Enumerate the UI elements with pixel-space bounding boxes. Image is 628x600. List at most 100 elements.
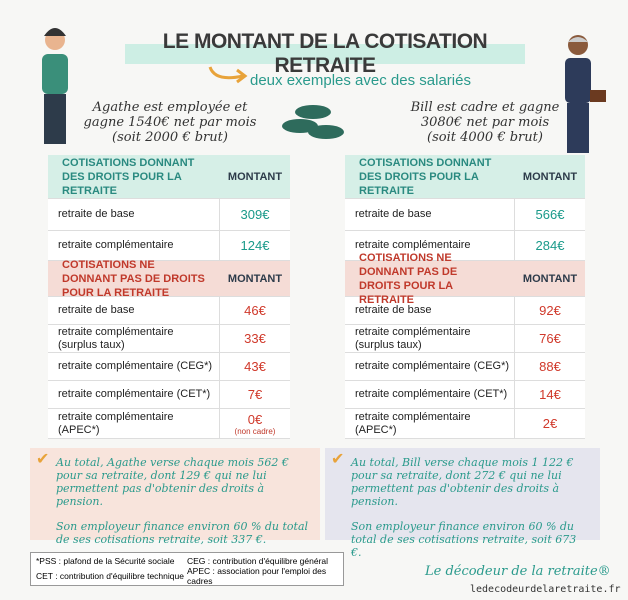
header-cell: COTISATIONS DONNANT DES DROITS POUR LA R…: [62, 156, 195, 197]
amount-cell: 14€: [514, 381, 585, 408]
amount-cell: 43€: [219, 353, 290, 380]
summary-text: Au total, Agathe verse chaque mois 562 €…: [56, 456, 289, 508]
row-label: retraite complémentaire (APEC*): [355, 410, 471, 436]
row-label: retraite complémentaire (CEG*): [58, 360, 213, 372]
woman-illustration: [42, 28, 68, 144]
table-header: COTISATIONS DONNANT DES DROITS POUR LA R…: [345, 155, 585, 199]
amount-cell: 309€: [219, 199, 290, 230]
header-cell: COTISATIONS NE DONNANT PAS DE DROITS POU…: [359, 251, 458, 306]
table-header: COTISATIONS NE DONNANT PAS DE DROITS POU…: [345, 251, 585, 306]
coins-illustration: [282, 105, 344, 139]
row-label: retraite complémentaire (CET*): [58, 388, 211, 400]
amount-cell: 566€: [514, 199, 585, 230]
amount: 309€: [240, 207, 270, 222]
amount-cell: 0€ (non cadre): [219, 409, 290, 438]
table-row: retraite complémentaire (APEC*) 2€: [345, 409, 585, 439]
row-label: retraite de base: [355, 208, 432, 220]
table: COTISATIONS DONNANT DES DROITS POUR LA R…: [345, 155, 585, 439]
table-row: retraite complémentaire 284€: [345, 231, 585, 261]
row-label: retraite complémentaire (CET*): [355, 388, 508, 400]
man-illustration: [565, 35, 606, 153]
row-label: retraite complémentaire (CEG*): [355, 360, 510, 372]
amount-cell: 124€: [219, 231, 290, 260]
intro: Agathe est employée et gagne 1540€ net pa…: [70, 100, 270, 145]
amount: 43€: [244, 359, 266, 374]
header-cell: MONTANT: [522, 170, 578, 183]
check-icon: ✔: [331, 449, 345, 468]
amount: 7€: [247, 387, 263, 402]
amount-cell: 46€: [219, 297, 290, 324]
header-cell: MONTANT: [227, 170, 283, 183]
intro: Bill est cadre et gagne 3080€ net par moi…: [385, 100, 585, 145]
table: COTISATIONS DONNANT DES DROITS POUR LA R…: [48, 155, 290, 439]
table-row: retraite de base 309€: [48, 199, 290, 231]
intro-line: Agathe est employée et: [92, 100, 248, 115]
amount-cell: 92€: [514, 297, 585, 324]
row-label: retraite complémentaire (APEC*): [58, 410, 174, 436]
amount: 0€: [247, 411, 263, 427]
amount: 14€: [539, 387, 561, 402]
amount-note: (non cadre): [234, 426, 276, 436]
summary-text: Au total, Bill verse chaque mois 1 122 €…: [351, 456, 574, 508]
intro-line: Bill est cadre et gagne: [410, 100, 560, 115]
header-cell: COTISATIONS NE DONNANT PAS DE DROITS POU…: [62, 258, 205, 299]
table-row: retraite complémentaire (surplus taux) 76…: [345, 325, 585, 353]
row-label: retraite de base: [58, 304, 135, 316]
footnote: *PSS : plafond de la Sécurité sociale: [36, 556, 175, 566]
footnote: CET : contribution d'équilibre technique: [36, 571, 184, 581]
brand: Le décodeur de la retraite®: [425, 564, 611, 579]
amount: 33€: [244, 331, 266, 346]
table-row: retraite de base 92€: [345, 297, 585, 325]
row-label: retraite complémentaire: [58, 239, 174, 251]
check-icon: ✔: [36, 449, 50, 468]
intro-line: 3080€ net par mois: [420, 115, 550, 130]
header-cell: MONTANT: [227, 272, 283, 285]
footnotes: *PSS : plafond de la Sécurité sociale CEG…: [30, 552, 344, 586]
table-row: retraite complémentaire (CEG*) 43€: [48, 353, 290, 381]
row-label: retraite complémentaire: [355, 239, 471, 251]
amount: 566€: [535, 207, 565, 222]
table-row: retraite complémentaire 124€: [48, 231, 290, 261]
amount-cell: 284€: [514, 231, 585, 260]
table-header: COTISATIONS DONNANT DES DROITS POUR LA R…: [48, 155, 290, 199]
table-row: retraite de base 46€: [48, 297, 290, 325]
amount: 92€: [539, 303, 561, 318]
amount: 46€: [244, 303, 266, 318]
summary-text: Son employeur finance environ 60 % du to…: [56, 520, 309, 546]
table-row: retraite complémentaire (APEC*) 0€ (non ca…: [48, 409, 290, 439]
intro-line: (soit 2000 € brut): [112, 130, 228, 145]
intro-line: (soit 4000 € brut): [427, 130, 543, 145]
footnote: CEG : contribution d'équilibre général: [187, 556, 329, 566]
amount-cell: 33€: [219, 325, 290, 352]
amount: 88€: [539, 359, 561, 374]
table-row: retraite complémentaire (CET*) 14€: [345, 381, 585, 409]
summary-text: Son employeur finance environ 60 % du to…: [351, 520, 577, 559]
table-row: retraite complémentaire (CEG*) 88€: [345, 353, 585, 381]
header-cell: COTISATIONS DONNANT DES DROITS POUR LA R…: [359, 156, 492, 197]
summary: ✔ Au total, Agathe verse chaque mois 562 …: [30, 448, 320, 546]
amount: 284€: [535, 238, 565, 253]
amount-cell: 2€: [514, 409, 585, 438]
table-row: retraite complémentaire (CET*) 7€: [48, 381, 290, 409]
row-label: retraite de base: [355, 304, 432, 316]
table-row: retraite complémentaire (surplus taux) 33…: [48, 325, 290, 353]
header-cell: MONTANT: [522, 272, 578, 285]
amount-cell: 7€: [219, 381, 290, 408]
title: LE MONTANT DE LA COTISATION RETRAITE: [162, 30, 488, 77]
intro-line: gagne 1540€ net par mois: [83, 115, 257, 130]
row-label: retraite de base: [58, 208, 135, 220]
title-highlight: [125, 44, 525, 64]
row-label: retraite complémentaire (surplus taux): [58, 325, 174, 351]
footnote: APEC : association pour l'emploi des cad…: [187, 566, 327, 586]
amount-cell: 88€: [514, 353, 585, 380]
table-header: COTISATIONS NE DONNANT PAS DE DROITS POU…: [48, 258, 290, 299]
summary: ✔ Au total, Bill verse chaque mois 1 122 …: [325, 448, 600, 559]
url: ledecodeurdelaretraite.fr: [470, 584, 621, 595]
row-label: retraite complémentaire (surplus taux): [355, 325, 471, 351]
amount: 76€: [539, 331, 561, 346]
table-row: retraite de base 566€: [345, 199, 585, 231]
amount: 124€: [240, 238, 270, 253]
subtitle: deux exemples avec des salariés: [250, 72, 471, 89]
arrow-icon: [208, 66, 248, 84]
